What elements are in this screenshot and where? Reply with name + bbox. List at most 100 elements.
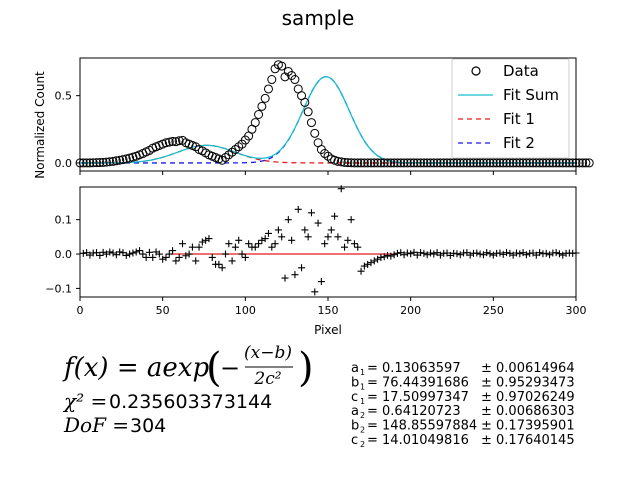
data-point <box>574 158 584 168</box>
data-point <box>459 158 469 168</box>
data-point <box>164 137 174 147</box>
data-point <box>379 158 389 168</box>
top-data-points <box>75 60 594 168</box>
data-point <box>442 158 452 168</box>
data-point <box>452 158 462 168</box>
data-point <box>439 158 449 168</box>
param-value: = 0.13063597 <box>367 361 461 376</box>
data-point <box>310 128 320 138</box>
data-point <box>78 158 88 168</box>
residual-point <box>175 253 183 261</box>
residual-point <box>179 240 187 248</box>
residual-point <box>370 257 378 265</box>
formula-numerator: (x−b) <box>244 343 292 363</box>
residual-point <box>436 251 444 259</box>
residual-point <box>555 250 563 258</box>
formula-left-paren: ( <box>206 345 222 391</box>
residual-point <box>503 249 511 257</box>
data-point <box>392 158 402 168</box>
residual-point <box>341 243 349 251</box>
data-point <box>260 93 270 103</box>
data-point <box>383 158 393 168</box>
residual-point <box>228 257 236 265</box>
residual-point <box>122 251 130 259</box>
data-point <box>468 158 478 168</box>
data-point <box>306 118 316 128</box>
residual-point <box>393 249 401 257</box>
residual-point <box>390 251 398 259</box>
data-point <box>82 158 92 168</box>
residual-point <box>268 243 276 251</box>
top-y-tick-label: 0.5 <box>55 90 73 103</box>
data-point <box>412 158 422 168</box>
residual-point <box>169 247 177 255</box>
data-point <box>515 158 525 168</box>
data-point <box>505 158 515 168</box>
data-point <box>399 158 409 168</box>
residual-point <box>307 209 315 217</box>
data-point <box>250 118 260 128</box>
residual-point <box>301 226 309 234</box>
residual-point <box>142 253 150 261</box>
residual-point <box>96 251 104 259</box>
param-name: b <box>351 375 359 390</box>
param-error: ± 0.00686303 <box>481 404 575 419</box>
residual-point <box>321 240 329 248</box>
bottom-x-tick-label: 0 <box>77 304 84 317</box>
param-subscript: 1 <box>360 368 365 377</box>
residual-point <box>291 271 299 279</box>
data-point <box>545 158 555 168</box>
residual-point <box>400 251 408 259</box>
data-point <box>429 158 439 168</box>
bottom-x-tick-label: 100 <box>235 304 256 317</box>
data-point <box>376 158 386 168</box>
residual-point <box>374 255 382 263</box>
residual-point <box>304 233 312 241</box>
residual-point <box>79 249 87 257</box>
residual-point <box>512 249 520 257</box>
param-name: c <box>351 433 358 448</box>
data-point <box>75 158 85 168</box>
data-point <box>472 158 482 168</box>
data-point <box>217 155 227 165</box>
residual-point <box>347 216 355 224</box>
residual-point <box>231 243 239 251</box>
residual-points <box>79 185 580 296</box>
data-point <box>465 158 475 168</box>
residual-point <box>314 219 322 227</box>
param-name: c <box>351 390 358 405</box>
residual-point <box>298 264 306 272</box>
residual-point <box>324 233 332 241</box>
residual-point <box>245 240 253 248</box>
legend: Data Fit Sum Fit 1 Fit 2 <box>451 58 570 159</box>
data-point <box>356 158 366 168</box>
data-point <box>105 157 115 167</box>
residual-point <box>473 249 481 257</box>
residual-point <box>218 264 226 272</box>
residual-point <box>331 212 339 220</box>
data-point <box>409 158 419 168</box>
residual-point <box>337 185 345 193</box>
chi2-label: χ² = <box>62 389 107 413</box>
data-point <box>267 75 277 85</box>
data-point <box>422 158 432 168</box>
data-point <box>349 158 359 168</box>
param-name: a <box>351 361 359 376</box>
data-point <box>320 149 330 159</box>
legend-data-marker <box>471 66 481 76</box>
residual-point <box>489 251 497 259</box>
param-error: ± 0.17395901 <box>481 419 575 434</box>
data-point <box>115 155 125 165</box>
data-point <box>386 158 396 168</box>
param-subscript: 1 <box>360 397 365 406</box>
data-point <box>230 144 240 154</box>
formula-lhs: f(x) = aexp <box>62 353 209 383</box>
residual-point <box>559 251 567 259</box>
data-point <box>416 158 426 168</box>
residual-point <box>384 251 392 259</box>
dof-value: 304 <box>130 415 166 437</box>
data-point <box>406 158 416 168</box>
data-point <box>118 155 128 165</box>
bottom-y-tick-label: 0.0 <box>55 248 73 261</box>
top-y-axis-label: Normalized Count <box>33 71 47 179</box>
